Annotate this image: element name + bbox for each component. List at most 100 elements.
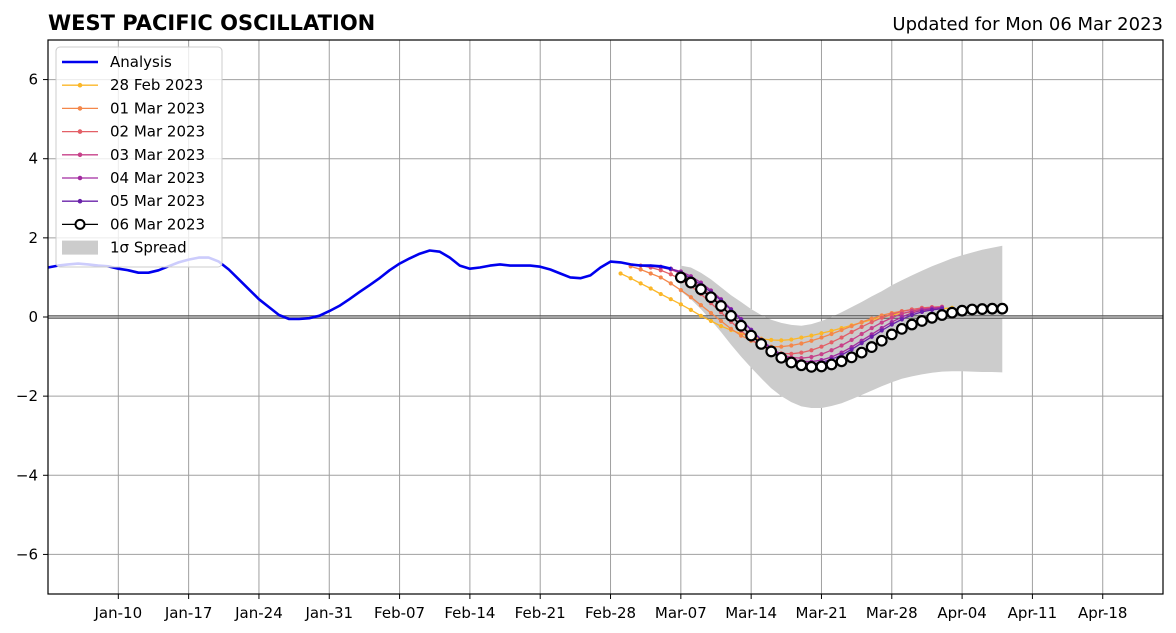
forecast-point <box>889 312 894 317</box>
forecast-point <box>715 300 727 312</box>
forecast-point <box>705 291 717 304</box>
forecast-point <box>769 337 774 343</box>
forecast-point <box>885 328 898 341</box>
x-tick-label: Mar-07 <box>655 604 707 622</box>
forecast-point <box>819 352 824 357</box>
forecast-series <box>618 263 1009 373</box>
forecast-point <box>899 317 904 322</box>
forecast-point <box>835 355 848 368</box>
forecast-point <box>809 354 814 360</box>
forecast-point <box>905 318 918 331</box>
forecast-point <box>865 341 878 353</box>
x-tick-label: Apr-11 <box>1008 604 1058 622</box>
legend: Analysis 28 Feb 2023 01 Mar 2023 02 Mar 202… <box>55 46 223 268</box>
legend-label: 05 Mar 2023 <box>110 192 205 210</box>
forecast-point <box>946 306 958 319</box>
forecast-point <box>809 348 814 353</box>
forecast-point <box>698 313 704 318</box>
legend-label: 04 Mar 2023 <box>110 169 205 187</box>
legend-swatch-marker <box>77 198 83 204</box>
forecast-point <box>815 360 828 373</box>
x-tick-label: Feb-14 <box>444 604 495 622</box>
forecast-point <box>936 309 948 321</box>
forecast-point <box>678 302 683 307</box>
x-tick-label: Jan-24 <box>234 604 283 622</box>
forecast-point <box>809 338 814 343</box>
forecast-point <box>725 309 737 322</box>
legend-label: 06 Mar 2023 <box>110 215 205 233</box>
forecast-point <box>708 310 714 316</box>
forecast-point <box>956 304 968 317</box>
forecast-point <box>819 331 824 336</box>
forecast-point <box>805 360 818 373</box>
forecast-point <box>799 350 804 355</box>
forecast-point <box>849 324 854 329</box>
forecast-point <box>839 327 844 333</box>
forecast-point <box>668 272 673 277</box>
forecast-point <box>618 271 623 276</box>
forecast-point <box>745 329 758 342</box>
forecast-point <box>678 287 683 293</box>
forecast-point <box>986 302 999 315</box>
axis-ticks: Jan-10 Jan-17 Jan-24 Jan-31 Feb-07 Feb-14 Feb-… <box>16 71 1128 622</box>
forecast-point <box>795 359 808 372</box>
forecast-point <box>779 338 784 343</box>
forecast-point <box>658 275 663 280</box>
forecast-point <box>889 322 894 327</box>
legend-label: 1σ Spread <box>110 239 187 257</box>
forecast-point <box>879 328 884 333</box>
forecast-point <box>684 276 697 289</box>
forecast-point <box>728 326 734 331</box>
forecast-point <box>698 303 704 308</box>
forecast-point <box>845 351 858 364</box>
forecast-point <box>916 315 928 327</box>
analysis-series <box>47 249 672 321</box>
forecast-point <box>976 303 989 315</box>
forecast-point <box>765 345 778 358</box>
forecast-point <box>785 356 798 369</box>
forecast-point <box>779 344 784 349</box>
forecast-point <box>789 343 794 348</box>
forecast-point <box>829 331 834 337</box>
forecast-point <box>829 340 834 345</box>
legend-label: Analysis <box>110 53 172 71</box>
forecast-point <box>839 335 844 340</box>
forecast-point <box>819 335 824 340</box>
forecast-point <box>966 303 979 316</box>
forecast-point <box>628 276 633 281</box>
x-tick-label: Feb-07 <box>374 604 425 622</box>
forecast-point <box>674 271 687 284</box>
forecast-point <box>755 338 768 350</box>
forecast-point <box>849 329 854 335</box>
y-tick-label: −4 <box>16 466 38 484</box>
forecast-point <box>638 267 643 272</box>
legend-label: 01 Mar 2023 <box>110 99 205 117</box>
forecast-point <box>825 358 838 371</box>
legend-swatch-marker <box>77 106 83 111</box>
forecast-point <box>819 344 824 349</box>
analysis-line <box>47 249 672 321</box>
forecast-point <box>859 320 864 325</box>
chart-subtitle: Updated for Mon 06 Mar 2023 <box>892 14 1163 35</box>
zero-line <box>48 315 1163 319</box>
forecast-point <box>735 319 748 332</box>
legend-box <box>55 46 223 268</box>
forecast-point <box>829 348 834 353</box>
forecast-point <box>648 271 653 276</box>
forecast-point <box>638 281 643 286</box>
forecast-point <box>789 337 794 342</box>
legend-label: 03 Mar 2023 <box>110 146 205 164</box>
forecast-point <box>695 283 707 296</box>
y-tick-label: 2 <box>28 229 38 247</box>
y-tick-label: 4 <box>28 150 38 168</box>
forecast-point <box>668 297 673 302</box>
forecast-point <box>895 322 908 335</box>
x-tick-label: Jan-17 <box>164 604 213 622</box>
forecast-point <box>869 320 874 325</box>
legend-swatch-marker <box>74 218 86 230</box>
forecast-point <box>718 318 724 324</box>
forecast-point <box>648 286 653 291</box>
forecast-point <box>799 341 804 346</box>
x-tick-label: Feb-21 <box>515 604 566 622</box>
